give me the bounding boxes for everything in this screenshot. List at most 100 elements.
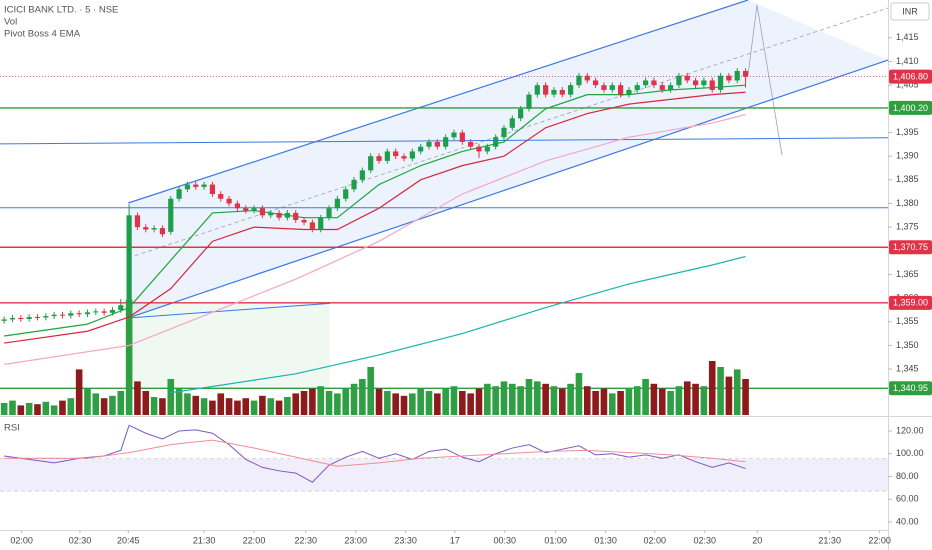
candle-body bbox=[293, 212, 299, 221]
volume-bar bbox=[675, 386, 683, 415]
volume-bar bbox=[425, 391, 433, 415]
y-tick-label: 1,345 bbox=[896, 363, 919, 373]
candle-body bbox=[659, 85, 665, 90]
candle-body bbox=[701, 80, 707, 86]
volume-bar bbox=[359, 379, 366, 415]
volume-bar bbox=[650, 383, 658, 415]
candle-body bbox=[193, 184, 199, 187]
volume-bar bbox=[59, 400, 66, 415]
volume-bar bbox=[267, 398, 275, 415]
x-tick-label: 01:00 bbox=[544, 535, 567, 545]
volume-bar bbox=[125, 299, 133, 415]
volume-bar bbox=[309, 388, 316, 415]
x-tick-label: 23:00 bbox=[344, 535, 367, 545]
volume-bar bbox=[692, 383, 699, 415]
channel-lower bbox=[128, 59, 889, 319]
volume-bar bbox=[625, 388, 633, 415]
candle-body bbox=[101, 311, 107, 313]
volume-bar bbox=[525, 379, 533, 415]
volume-label: Vol bbox=[4, 17, 17, 28]
volume-bar bbox=[475, 388, 483, 415]
volume-bar bbox=[42, 401, 50, 415]
x-tick-label: 01:30 bbox=[594, 535, 617, 545]
candle-body bbox=[393, 151, 399, 157]
candle-body bbox=[559, 89, 565, 95]
candle-body bbox=[409, 151, 415, 159]
candle-body bbox=[642, 80, 649, 86]
x-tick-label: 22:00 bbox=[243, 535, 266, 545]
currency-box[interactable] bbox=[890, 2, 930, 21]
candle-body bbox=[368, 156, 374, 171]
candle-body bbox=[443, 137, 449, 147]
volume-bar bbox=[150, 397, 158, 415]
candle-body bbox=[351, 179, 357, 190]
volume-bar bbox=[75, 369, 83, 415]
volume-bar bbox=[550, 386, 558, 415]
volume-bar bbox=[67, 398, 75, 415]
volume-bar bbox=[117, 391, 125, 415]
candle-body bbox=[468, 141, 474, 147]
candle-body bbox=[84, 312, 91, 315]
volume-bar bbox=[600, 388, 608, 415]
volume-bar bbox=[300, 391, 308, 415]
volume-bar bbox=[708, 361, 716, 415]
price-label: 1,340.95 bbox=[893, 383, 928, 393]
volume-bar bbox=[159, 398, 166, 415]
volume-bar bbox=[0, 403, 8, 415]
volume-bar bbox=[184, 393, 191, 415]
price-label-box bbox=[889, 381, 932, 396]
candle-body bbox=[717, 75, 724, 90]
volume-bar bbox=[700, 386, 708, 415]
volume-bar bbox=[608, 393, 616, 415]
volume-bar bbox=[284, 397, 291, 415]
candle-body bbox=[601, 85, 607, 90]
candle-body bbox=[268, 212, 274, 216]
candle-body bbox=[459, 132, 465, 142]
x-tick-label: 21:30 bbox=[193, 535, 216, 545]
candle-body bbox=[201, 184, 207, 187]
volume-bar bbox=[667, 391, 674, 415]
candle-body bbox=[76, 313, 82, 315]
price-label: 1,370.75 bbox=[893, 242, 928, 252]
volume-bar bbox=[742, 379, 749, 415]
x-tick-label: 21:30 bbox=[818, 535, 841, 545]
volume-bar bbox=[533, 381, 541, 415]
candle-body bbox=[301, 220, 307, 223]
volume-bar bbox=[717, 367, 724, 415]
volume-bar bbox=[275, 400, 283, 415]
candle-body bbox=[18, 317, 24, 319]
channel-middle bbox=[128, 7, 889, 259]
price-label-box bbox=[889, 100, 932, 115]
y-tick-label: 1,380 bbox=[896, 198, 919, 208]
currency[interactable]: INR bbox=[902, 6, 918, 16]
ema-line bbox=[4, 84, 746, 337]
candle-body bbox=[234, 203, 241, 209]
volume-bar bbox=[467, 393, 474, 415]
candle-body bbox=[209, 184, 216, 195]
volume-bar bbox=[292, 393, 300, 415]
volume-bar bbox=[725, 376, 733, 415]
rsi-band-fill bbox=[0, 458, 888, 491]
rsi-tick-label: 60.00 bbox=[896, 494, 919, 504]
price-label: 1,359.00 bbox=[893, 298, 928, 308]
y-tick-label: 1,355 bbox=[896, 316, 919, 326]
candle-body bbox=[501, 127, 507, 138]
candle-body bbox=[34, 317, 41, 319]
candle-body bbox=[418, 146, 424, 152]
x-tick-label: 17 bbox=[450, 535, 460, 545]
volume-bar bbox=[217, 393, 225, 415]
y-tick-label: 1,410 bbox=[896, 56, 919, 66]
rsi-line bbox=[4, 424, 746, 483]
candle-body bbox=[534, 85, 540, 95]
volume-bar bbox=[192, 395, 200, 415]
candle-body bbox=[692, 80, 699, 86]
volume-bar bbox=[642, 379, 649, 415]
candle-body bbox=[451, 132, 457, 138]
candle-body bbox=[518, 108, 524, 119]
symbol-title: ICICI BANK LTD. · 5 · NSE bbox=[4, 5, 118, 16]
candle-body bbox=[143, 227, 149, 230]
volume-bar bbox=[84, 388, 91, 415]
candle-body bbox=[684, 75, 690, 81]
candle-body bbox=[259, 208, 266, 216]
